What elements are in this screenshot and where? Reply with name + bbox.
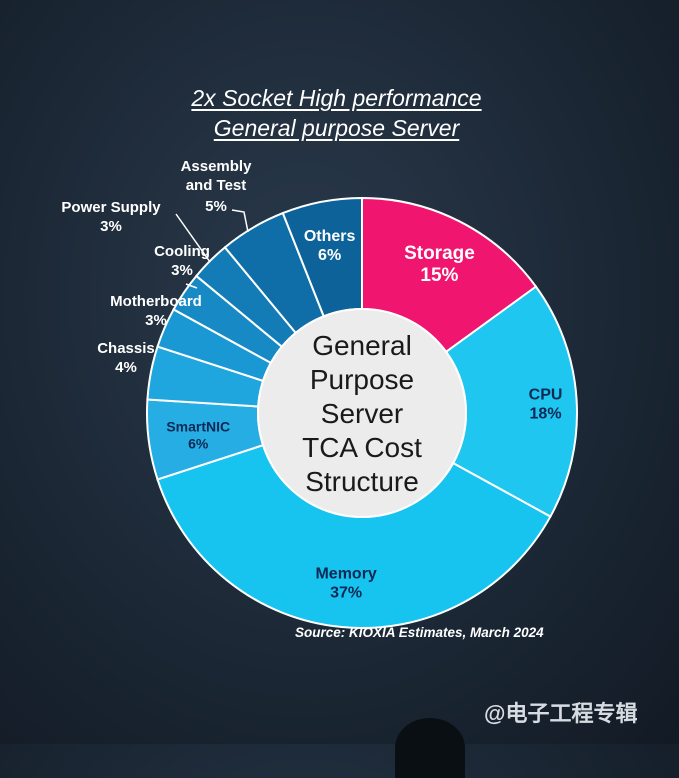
- label-cooling: Cooling: [154, 243, 210, 260]
- leader-line-cooling: [185, 283, 198, 289]
- chart-title-line1: 2x Socket High performance: [191, 85, 482, 111]
- value-cpu: 18%: [530, 405, 562, 422]
- label-chassis: Chassis: [97, 340, 155, 357]
- leader-line-power-supply: [175, 213, 211, 263]
- value-cooling: 3%: [171, 262, 193, 279]
- label-others: Others: [304, 228, 356, 245]
- leader-line-assembly-and-test: [231, 209, 249, 233]
- value-storage: 15%: [420, 265, 458, 286]
- center-label-line-1: General: [312, 330, 412, 361]
- value-motherboard: 3%: [145, 312, 167, 329]
- label-power-supply: Power Supply: [61, 199, 161, 216]
- label-motherboard: Motherboard: [110, 293, 202, 310]
- value-chassis: 4%: [115, 359, 137, 376]
- audience-head-silhouette: [395, 718, 465, 778]
- label-assembly-and-test-line2: and Test: [186, 177, 247, 194]
- chart-title-line2: General purpose Server: [213, 115, 460, 141]
- value-smartnic: 6%: [188, 436, 209, 452]
- watermark: @电子工程专辑: [484, 701, 638, 726]
- value-power-supply: 3%: [100, 218, 122, 235]
- label-assembly-and-test: Assembly: [181, 158, 253, 175]
- value-others: 6%: [318, 247, 341, 264]
- value-assembly-and-test: 5%: [205, 198, 227, 215]
- value-memory: 37%: [330, 585, 362, 602]
- label-smartnic: SmartNIC: [166, 419, 230, 435]
- label-memory: Memory: [315, 566, 376, 583]
- source-note: Source: KIOXIA Estimates, March 2024: [295, 625, 544, 640]
- label-cpu: CPU: [529, 386, 563, 403]
- center-label-line-3: Server: [321, 398, 403, 429]
- center-label-line-2: Purpose: [310, 364, 414, 395]
- donut-hole: [257, 308, 467, 518]
- center-label-line-5: Structure: [305, 466, 419, 497]
- center-label-line-4: TCA Cost: [302, 432, 422, 463]
- label-storage: Storage: [404, 243, 475, 264]
